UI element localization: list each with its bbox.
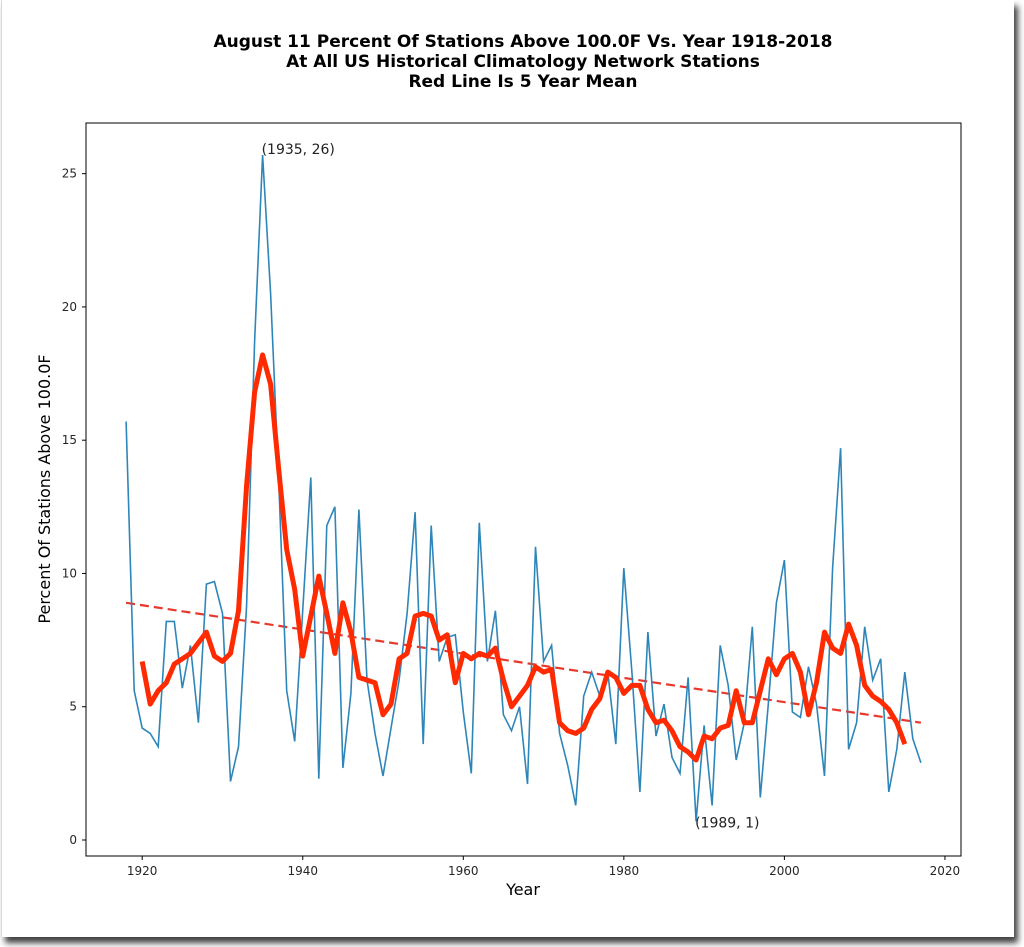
y-tick-label: 15 <box>62 433 77 447</box>
y-tick-label: 20 <box>62 300 77 314</box>
x-tick-label: 1960 <box>448 864 479 878</box>
y-tick-label: 0 <box>69 833 77 847</box>
series-linear-trend <box>125 601 922 724</box>
x-tick-label: 1940 <box>287 864 318 878</box>
x-tick-label: 2020 <box>930 864 961 878</box>
y-axis: 0 5 10 15 20 25 <box>62 167 86 847</box>
y-tick-label: 10 <box>62 566 77 580</box>
annotation-max: (1935, 26) <box>262 142 335 158</box>
series-annual-percent <box>125 154 922 822</box>
chart-title: August 11 Percent Of Stations Above 100.… <box>213 32 832 92</box>
annotation-min: (1989, 1) <box>695 815 759 831</box>
x-tick-label: 1980 <box>609 864 640 878</box>
x-tick-label: 2000 <box>769 864 800 878</box>
series-5-year-mean <box>139 352 908 763</box>
series-layer <box>125 154 922 822</box>
chart-title-line-3: Red Line Is 5 Year Mean <box>408 72 637 92</box>
plot-area <box>85 122 962 857</box>
x-axis-label: Year <box>505 880 540 899</box>
figure-panel <box>1 0 1014 937</box>
y-axis-label: Percent Of Stations Above 100.0F <box>35 354 54 623</box>
chart-title-line-2: At All US Historical Climatology Network… <box>286 52 760 72</box>
x-tick-label: 1920 <box>127 864 158 878</box>
y-tick-label: 5 <box>69 700 77 714</box>
y-tick-label: 25 <box>62 167 77 181</box>
x-axis: 1920 1940 1960 1980 2000 2020 <box>127 856 960 878</box>
chart-title-line-1: August 11 Percent Of Stations Above 100.… <box>213 32 832 52</box>
